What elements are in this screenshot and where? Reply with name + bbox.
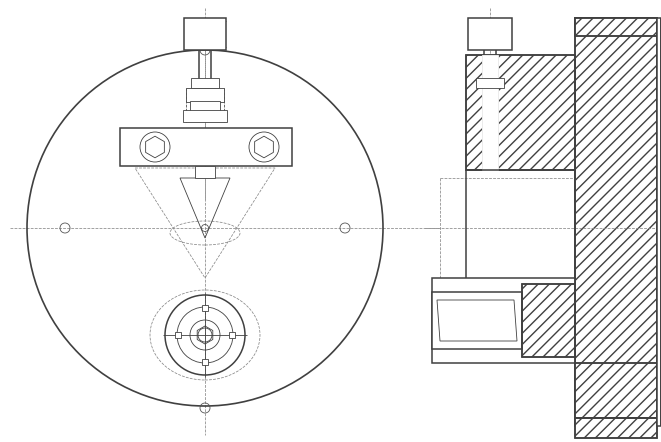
Bar [183, 110, 227, 122]
Bar [476, 78, 504, 88]
Bar [575, 418, 657, 438]
Bar [522, 284, 575, 357]
Bar [184, 18, 226, 50]
Bar [195, 166, 215, 178]
Bar [466, 55, 575, 170]
Bar [575, 18, 657, 36]
Bar [522, 284, 575, 357]
Bar [575, 363, 657, 418]
Bar [575, 18, 657, 426]
Bar [191, 78, 219, 88]
Bar [657, 18, 661, 426]
Bar [229, 332, 235, 338]
Circle shape [140, 132, 170, 162]
Bar [202, 359, 208, 365]
Bar [432, 278, 575, 363]
Bar [202, 305, 208, 311]
Bar [466, 55, 575, 170]
Bar [575, 18, 657, 36]
Bar [175, 332, 181, 338]
Bar [575, 418, 657, 438]
Bar [575, 363, 657, 418]
Bar [482, 55, 498, 170]
Bar [575, 18, 657, 426]
Bar [120, 128, 292, 166]
Bar [190, 101, 220, 111]
Bar [186, 88, 224, 102]
Bar [468, 18, 512, 50]
Bar [432, 292, 522, 349]
Circle shape [249, 132, 279, 162]
